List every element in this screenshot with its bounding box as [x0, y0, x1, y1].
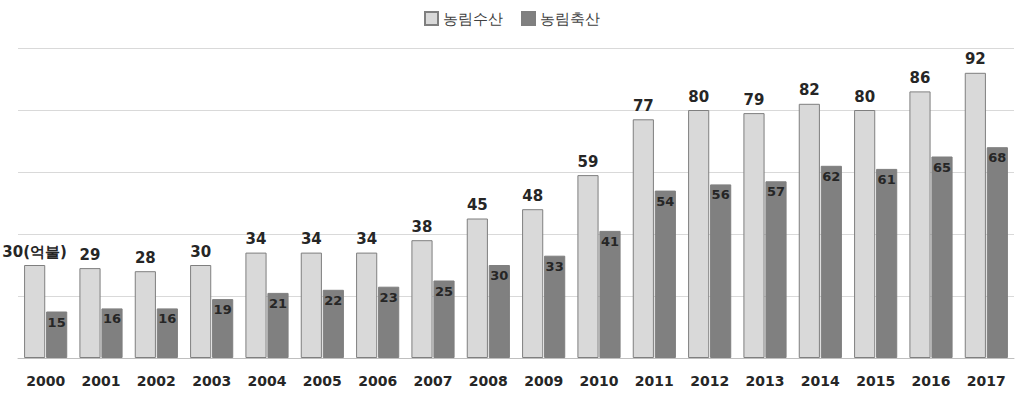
svg-text:82: 82 — [799, 81, 820, 99]
svg-text:2015: 2015 — [856, 373, 895, 389]
svg-text:21: 21 — [269, 296, 287, 311]
svg-text:59: 59 — [578, 153, 599, 171]
svg-text:45: 45 — [467, 196, 488, 214]
svg-text:2008: 2008 — [469, 373, 508, 389]
svg-text:2007: 2007 — [414, 373, 453, 389]
svg-text:2011: 2011 — [635, 373, 674, 389]
svg-text:34: 34 — [356, 230, 377, 248]
svg-text:15: 15 — [48, 315, 66, 330]
svg-text:34: 34 — [301, 230, 322, 248]
svg-text:33: 33 — [546, 259, 564, 274]
svg-text:22: 22 — [324, 293, 342, 308]
svg-text:56: 56 — [712, 187, 730, 202]
svg-text:48: 48 — [522, 187, 543, 205]
svg-text:80: 80 — [854, 88, 875, 106]
svg-text:2000: 2000 — [26, 373, 65, 389]
svg-text:34: 34 — [246, 230, 267, 248]
svg-text:79: 79 — [744, 91, 765, 109]
svg-text:30: 30 — [490, 268, 508, 283]
svg-text:28: 28 — [135, 249, 156, 267]
svg-text:2001: 2001 — [82, 373, 121, 389]
svg-text:16: 16 — [158, 311, 176, 326]
svg-text:41: 41 — [601, 234, 619, 249]
svg-text:2012: 2012 — [690, 373, 729, 389]
svg-text:68: 68 — [988, 150, 1006, 165]
svg-text:2017: 2017 — [967, 373, 1006, 389]
svg-text:2016: 2016 — [912, 373, 951, 389]
svg-text:2005: 2005 — [303, 373, 342, 389]
svg-text:2004: 2004 — [248, 373, 287, 389]
svg-text:30(억불): 30(억불) — [2, 243, 67, 261]
svg-text:30: 30 — [190, 243, 211, 261]
svg-text:77: 77 — [633, 97, 654, 115]
svg-text:86: 86 — [910, 69, 931, 87]
svg-text:16: 16 — [103, 311, 121, 326]
svg-text:80: 80 — [688, 88, 709, 106]
svg-text:2014: 2014 — [801, 373, 840, 389]
svg-text:57: 57 — [767, 184, 785, 199]
svg-text:29: 29 — [80, 246, 101, 264]
svg-text:농림수산: 농림수산 — [443, 10, 503, 28]
svg-text:농림축산: 농림축산 — [540, 10, 600, 28]
svg-text:65: 65 — [933, 160, 951, 175]
svg-text:61: 61 — [878, 172, 896, 187]
svg-text:92: 92 — [965, 50, 986, 68]
svg-text:2002: 2002 — [137, 373, 176, 389]
svg-text:54: 54 — [656, 194, 674, 209]
svg-text:38: 38 — [412, 218, 433, 236]
svg-text:2010: 2010 — [580, 373, 619, 389]
svg-text:2003: 2003 — [192, 373, 231, 389]
svg-text:62: 62 — [822, 169, 840, 184]
svg-text:19: 19 — [214, 302, 232, 317]
svg-text:23: 23 — [380, 290, 398, 305]
svg-text:2009: 2009 — [524, 373, 563, 389]
svg-text:25: 25 — [435, 284, 453, 299]
svg-text:2006: 2006 — [358, 373, 397, 389]
svg-text:2013: 2013 — [746, 373, 785, 389]
